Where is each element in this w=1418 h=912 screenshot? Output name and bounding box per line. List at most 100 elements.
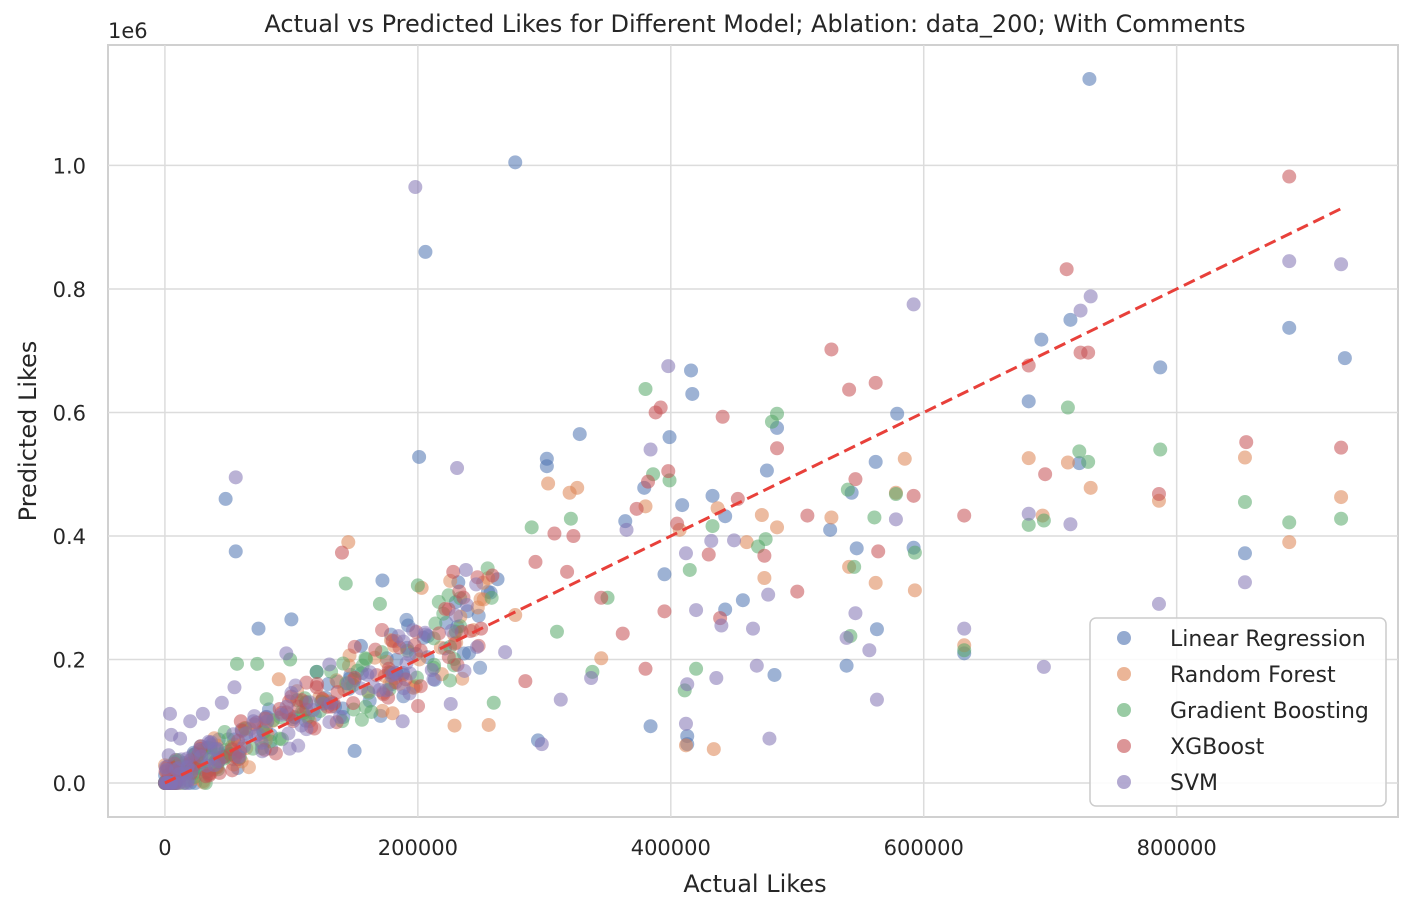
- scatter-point: [444, 623, 459, 638]
- scatter-point: [643, 442, 658, 457]
- scatter-point: [214, 695, 229, 710]
- x-tick-label: 600000: [884, 836, 964, 860]
- scatter-point: [403, 666, 418, 681]
- scatter-point: [385, 706, 400, 721]
- scatter-point: [562, 485, 577, 500]
- scatter-point: [839, 658, 854, 673]
- scatter-point: [764, 414, 779, 429]
- scatter-point: [849, 541, 864, 556]
- y-tick-label: 0.4: [53, 525, 86, 549]
- y-tick-label: 1.0: [53, 154, 86, 178]
- scatter-point: [309, 680, 324, 695]
- scatter-point: [1334, 490, 1349, 505]
- series-svm: [157, 180, 1349, 791]
- scatter-point: [701, 547, 716, 562]
- scatter-point: [279, 646, 294, 661]
- scatter-point: [957, 643, 972, 658]
- scatter-point: [759, 463, 774, 478]
- scatter-point: [291, 738, 306, 753]
- scatter-point: [824, 342, 839, 357]
- scatter-point: [1239, 435, 1254, 450]
- scatter-point: [534, 737, 549, 752]
- y-tick-label: 0.8: [53, 278, 86, 302]
- scatter-point: [498, 645, 513, 660]
- scatter-point: [338, 576, 353, 591]
- scatter-point: [183, 714, 198, 729]
- scatter-point: [1082, 71, 1097, 86]
- scatter-point: [284, 686, 299, 701]
- scatter-point: [322, 715, 337, 730]
- scatter-point: [823, 522, 838, 537]
- scatter-point: [1081, 345, 1096, 360]
- scatter-point: [689, 603, 704, 618]
- scatter-point: [412, 449, 427, 464]
- scatter-point: [757, 548, 772, 563]
- scatter-point: [705, 519, 720, 534]
- scatter-point: [715, 409, 730, 424]
- legend-marker: [1117, 631, 1131, 645]
- scatter-point: [547, 526, 562, 541]
- scatter-point: [1073, 303, 1088, 318]
- scatter-point: [1282, 535, 1297, 550]
- legend-label: Gradient Boosting: [1170, 699, 1369, 724]
- scatter-point: [1081, 454, 1096, 469]
- scatter-point: [907, 583, 922, 598]
- scatter-point: [413, 679, 428, 694]
- scatter-point: [347, 743, 362, 758]
- scatter-point: [680, 677, 695, 692]
- scatter-point: [524, 520, 539, 535]
- scatter-point: [375, 622, 390, 637]
- scatter-point: [368, 642, 383, 657]
- y-tick-label: 0.2: [53, 649, 86, 673]
- scatter-point: [1334, 511, 1349, 526]
- scatter-point: [259, 692, 274, 707]
- x-tick-label: 400000: [631, 836, 711, 860]
- scatter-point: [418, 627, 433, 642]
- y-axis-ticks: 0.0 0.2 0.4 0.6 0.8 1.0: [53, 154, 86, 796]
- scatter-point: [824, 510, 839, 525]
- scatter-point: [1021, 394, 1036, 409]
- scatter-point: [469, 577, 484, 592]
- scatter-point: [347, 639, 362, 654]
- scatter-point: [1060, 455, 1075, 470]
- scatter-point: [1083, 480, 1098, 495]
- scatter-point: [473, 660, 488, 675]
- scatter-point: [1063, 312, 1078, 327]
- scatter-point: [447, 718, 462, 733]
- scatter-point: [1034, 332, 1049, 347]
- scatter-point: [1059, 262, 1074, 277]
- scatter-point: [957, 621, 972, 636]
- scatter-point: [231, 749, 246, 764]
- scatter-point: [862, 643, 877, 658]
- scatter-point: [470, 640, 485, 655]
- scatter-point: [255, 744, 270, 759]
- scatter-point: [450, 461, 465, 476]
- scatter-point: [411, 699, 426, 714]
- scatter-point: [271, 672, 286, 687]
- scatter-point: [226, 727, 241, 742]
- scatter-point: [714, 618, 729, 633]
- scatter-point: [840, 482, 855, 497]
- scatter-point: [161, 748, 176, 763]
- legend: Linear Regression Random Forest Gradient B…: [1089, 617, 1387, 807]
- scatter-point: [1036, 513, 1051, 528]
- plot-area: [107, 44, 1399, 818]
- scatter-point: [684, 363, 699, 378]
- scatter-point: [653, 400, 668, 415]
- scatter-point: [441, 649, 456, 664]
- scatter-point: [685, 386, 700, 401]
- scatter-point: [739, 535, 754, 550]
- scatter-point: [322, 657, 337, 672]
- scatter-point: [566, 528, 581, 543]
- scatter-point: [441, 588, 456, 603]
- scatter-point: [448, 608, 463, 623]
- scatter-point: [868, 375, 883, 390]
- scatter-point: [284, 612, 299, 627]
- scatter-point: [1337, 351, 1352, 366]
- scatter-point: [549, 624, 564, 639]
- scatter-point: [228, 470, 243, 485]
- scatter-point: [299, 722, 314, 737]
- scatter-point: [459, 597, 474, 612]
- scatter-point: [749, 658, 764, 673]
- scatter-point: [594, 651, 609, 666]
